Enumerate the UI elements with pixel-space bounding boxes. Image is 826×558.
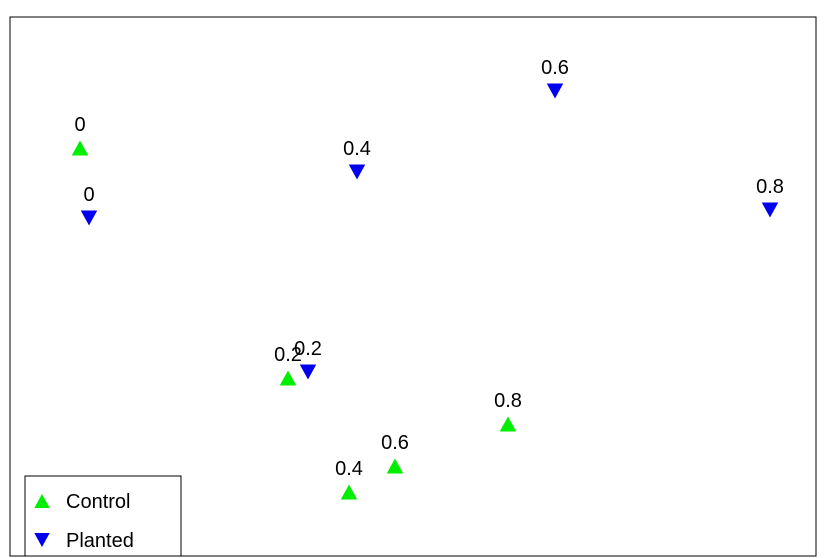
data-marks: 0 0.2 0.4 0.6 0.8 0 0.2 0.4 0.6 0.8 [71, 57, 784, 500]
legend-label-planted: Planted [66, 530, 134, 552]
planted-point-4 [761, 202, 779, 218]
planted-point-label-2: 0.4 [343, 138, 371, 160]
planted-point-3 [546, 83, 564, 99]
plot-frame [9, 16, 817, 557]
legend-box [24, 475, 182, 557]
planted-point-0 [80, 210, 98, 226]
control-point-label-3: 0.6 [381, 432, 409, 454]
planted-point-label-4: 0.8 [756, 176, 784, 198]
control-point-4 [499, 416, 517, 432]
control-point-2 [340, 484, 358, 500]
legend: Control Planted [24, 475, 182, 557]
control-point-label-2: 0.4 [335, 458, 363, 480]
planted-point-label-1: 0.2 [294, 338, 322, 360]
legend-marker-control [34, 494, 50, 508]
planted-point-1 [299, 364, 317, 380]
control-point-label-4: 0.8 [494, 390, 522, 412]
legend-label-control: Control [66, 491, 130, 513]
control-point-label-1: 0.2 [274, 344, 302, 366]
control-point-label-0: 0 [74, 114, 85, 136]
control-point-1 [279, 370, 297, 386]
control-point-0 [71, 140, 89, 156]
planted-point-label-3: 0.6 [541, 57, 569, 79]
planted-point-2 [348, 164, 366, 180]
control-point-3 [386, 458, 404, 474]
legend-marker-planted [34, 533, 50, 547]
planted-point-label-0: 0 [83, 184, 94, 206]
